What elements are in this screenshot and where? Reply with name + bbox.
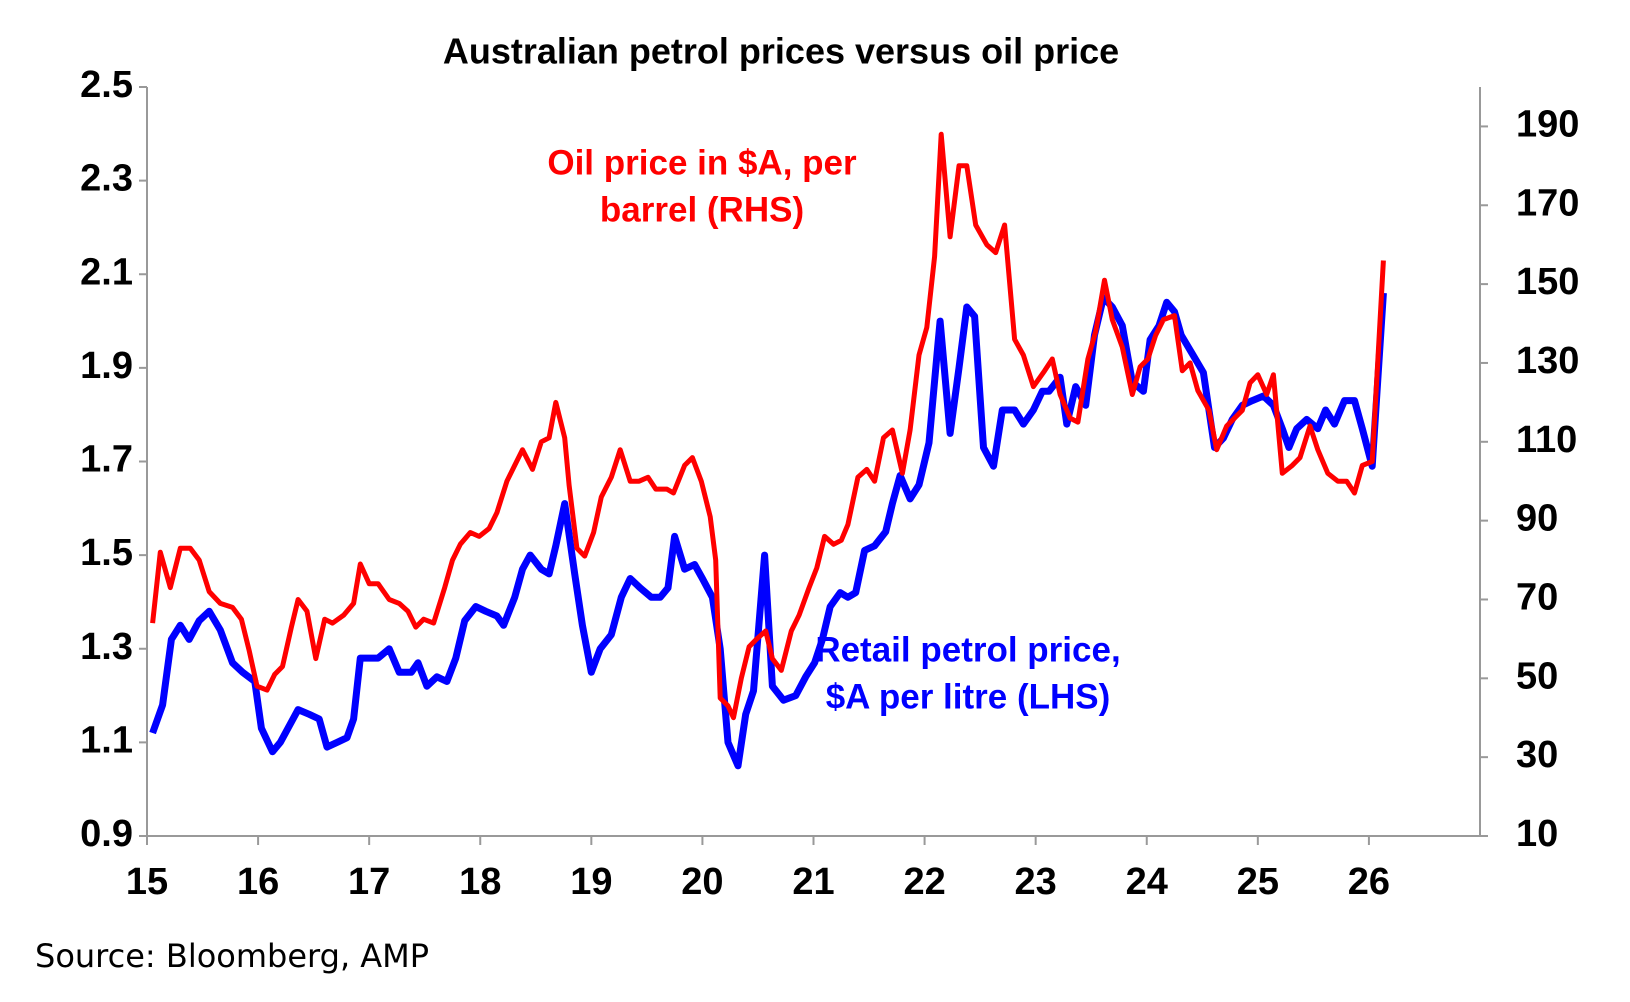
annotation: $A per litre (LHS) [826,677,1111,716]
annotation: Retail petrol price, [815,630,1120,669]
y-tick-label: 1.9 [80,345,133,387]
y2-tick-label: 130 [1516,340,1579,382]
series-line [149,292,1387,770]
y-tick-label: 2.5 [80,64,133,106]
y-tick-label: 1.3 [80,626,133,668]
x-tick-label: 23 [1015,861,1057,903]
annotation: Oil price in $A, per [547,143,857,182]
y-tick-label: 0.9 [80,813,133,855]
x-tick-label: 19 [570,861,612,903]
y-tick-label: 2.1 [80,251,133,293]
x-tick-label: 15 [126,861,168,903]
y-tick-label: 1.7 [80,439,133,481]
x-tick-label: 17 [348,861,390,903]
x-tick-label: 26 [1348,861,1390,903]
y2-tick-label: 150 [1516,261,1579,303]
y2-tick-label: 110 [1516,419,1577,461]
x-tick-label: 20 [681,861,723,903]
y-tick-label: 1.1 [80,719,133,761]
series-line [150,131,1386,721]
chart-title: Australian petrol prices versus oil pric… [443,31,1119,72]
x-tick-label: 25 [1237,861,1279,903]
x-tick-label: 22 [903,861,945,903]
y2-tick-label: 190 [1516,103,1579,145]
y2-tick-label: 30 [1516,734,1558,776]
source-note: Source: Bloomberg, AMP [35,937,429,975]
y-tick-label: 1.5 [80,532,133,574]
x-tick-label: 21 [792,861,834,903]
y2-tick-label: 10 [1516,813,1558,855]
y2-tick-label: 50 [1516,655,1558,697]
x-tick-label: 24 [1126,861,1168,903]
y2-tick-label: 70 [1516,577,1558,619]
x-tick-label: 16 [237,861,279,903]
x-tick-label: 18 [459,861,501,903]
annotation: barrel (RHS) [600,190,804,229]
y2-tick-label: 170 [1516,182,1579,224]
y-tick-label: 2.3 [80,158,133,200]
y2-tick-label: 90 [1516,498,1558,540]
